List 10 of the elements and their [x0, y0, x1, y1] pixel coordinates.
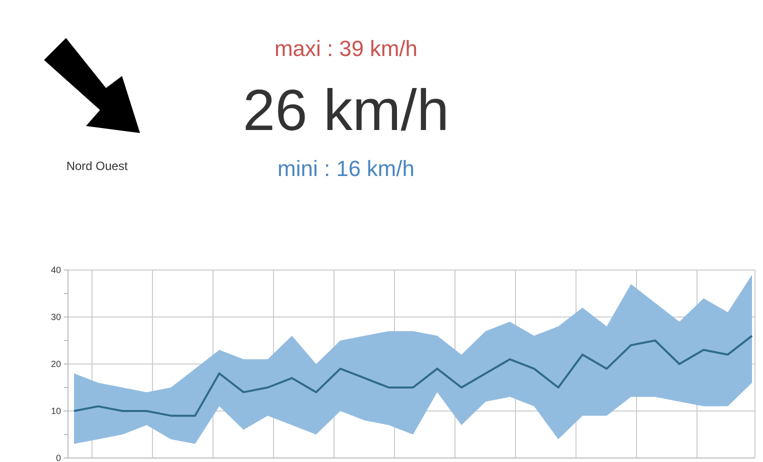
y-tick-label: 0: [56, 453, 61, 462]
y-tick-label: 20: [50, 359, 61, 370]
line-series: [73, 334, 753, 417]
y-tick-label: 10: [50, 406, 61, 416]
y-tick-label: 30: [50, 312, 61, 322]
text: maxi : 39 km/h: [274, 36, 418, 61]
text: Nord Ouest: [66, 159, 128, 173]
y-tick-label: 40: [50, 265, 61, 276]
text: 26 km/h: [242, 78, 450, 143]
text: mini : 16 km/h: [278, 156, 414, 181]
